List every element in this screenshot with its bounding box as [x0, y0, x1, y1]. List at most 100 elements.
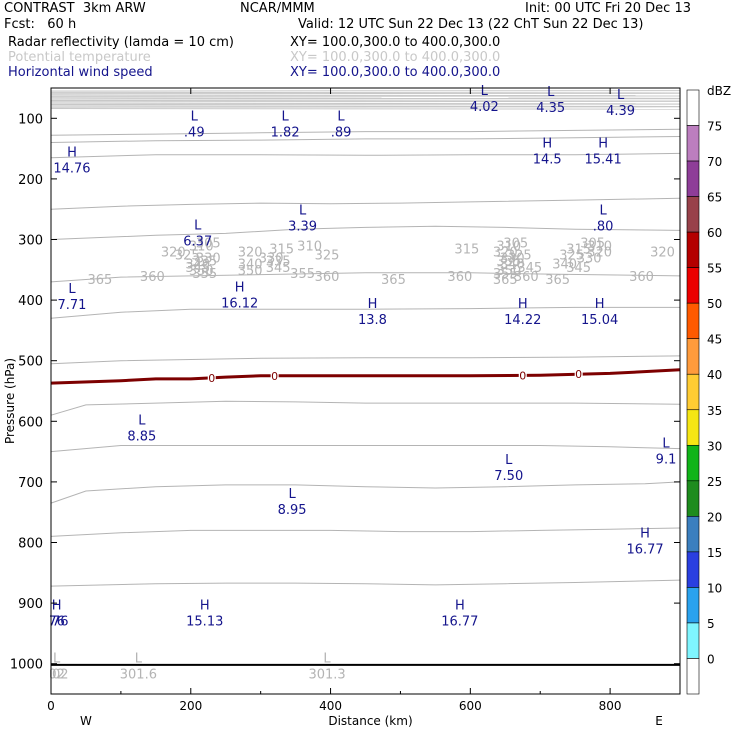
wind-extremum-value: 301.3	[308, 668, 345, 683]
theta-contour-label: 310	[587, 240, 612, 255]
colorbar-swatch	[686, 89, 700, 126]
theta-contour	[50, 445, 681, 453]
theta-contour-label: 320	[493, 246, 518, 261]
theta-contour-label: 330	[500, 252, 525, 267]
x-tick-label: 600	[459, 699, 482, 713]
theta-contour	[50, 400, 681, 416]
theta-contour-label: 305	[196, 237, 221, 252]
colorbar-swatch	[686, 480, 700, 517]
init-time: Init: 00 UTC Fri 20 Dec 13	[525, 1, 691, 16]
wind-extremum-value: 15.04	[581, 313, 618, 328]
theta-contour-label: 360	[140, 270, 165, 285]
colorbar-tick-label: 30	[707, 439, 722, 453]
wind-extremum-marker: L	[299, 203, 307, 218]
colorbar-tick-label: 15	[707, 546, 722, 560]
theta-contour	[50, 225, 681, 240]
wind-extremum-value: 16.77	[626, 542, 663, 557]
valid-time: Valid: 12 UTC Sun 22 Dec 13 (22 ChT Sun …	[298, 17, 644, 32]
theta-contour-label: 315	[454, 243, 479, 258]
field-label-reflectivity: Radar reflectivity (lamda = 10 cm)	[8, 35, 234, 50]
wind-extremum-value: 4.35	[536, 101, 565, 116]
wind-extremum-marker: L	[135, 652, 143, 667]
theta-contour-label: 345	[517, 261, 542, 276]
wind-extremum-value: 8.85	[127, 430, 156, 445]
theta-contour	[50, 136, 681, 143]
theta-contour-label: 335	[192, 255, 217, 270]
theta-contour-label: 340	[238, 258, 263, 273]
wind-extremum-value: 14.5	[533, 153, 562, 168]
wind-extremum-value: .49	[184, 125, 205, 140]
wind-extremum-value: 8.95	[278, 503, 307, 518]
wind-extremum-value: .80	[593, 219, 614, 234]
wind-extremum-value: 7.50	[494, 469, 523, 484]
forecast-hour: Fcst: 60 h	[4, 17, 77, 32]
theta-contour-label: 320	[650, 246, 675, 261]
wind-extremum-marker: L	[547, 85, 555, 100]
field-xy-theta: XY= 100.0,300.0 to 400.0,300.0	[290, 50, 501, 65]
theta-contour-upper	[50, 97, 681, 99]
colorbar-tick-label: 0	[707, 652, 715, 666]
y-tick-label: 400	[18, 294, 43, 309]
theta-contour-upper	[50, 105, 681, 107]
colorbar-tick-label: 45	[707, 333, 722, 347]
colorbar-swatch	[686, 373, 700, 411]
wind-extremum-value: 4.02	[470, 100, 499, 115]
theta-contour-upper	[50, 99, 681, 102]
colorbar-swatch	[686, 587, 700, 624]
y-tick-label: 500	[18, 355, 43, 370]
wind-extremum-value: 14.22	[504, 313, 541, 328]
wind-extremum-value: 4.39	[606, 104, 635, 119]
colorbar-swatch	[686, 302, 700, 340]
theta-contour-label: 310	[496, 240, 521, 255]
theta-contour-label: 345	[566, 261, 591, 276]
wind-extremum-marker: L	[599, 203, 607, 218]
colorbar-tick-label: 65	[707, 191, 722, 205]
colorbar-swatch	[686, 444, 700, 482]
wind-extremum-marker: H	[455, 598, 465, 613]
colorbar-tick-label: 10	[707, 581, 722, 595]
theta-contour	[50, 306, 680, 319]
reflectivity-label-bg	[207, 371, 216, 383]
wind-extremum-value: 6.37	[183, 234, 212, 249]
colorbar-swatch	[686, 622, 700, 659]
theta-contour-label: 340	[552, 258, 577, 273]
colorbar-tick-label: 50	[707, 297, 722, 311]
wind-extremum-value: 14.76	[53, 162, 90, 177]
colorbar-tick-label: 5	[707, 617, 715, 631]
theta-contour-label: 365	[493, 273, 518, 288]
wind-extremum-value: 15.41	[585, 153, 622, 168]
colorbar-swatch	[686, 338, 700, 375]
theta-contour-label: 325	[175, 249, 200, 264]
colorbar-swatch	[686, 551, 700, 588]
y-axis-label: Pressure (hPa)	[3, 358, 17, 444]
theta-contour-label: 340	[500, 258, 525, 273]
theta-contour-label: 310	[189, 240, 214, 255]
wind-extremum-marker: L	[617, 88, 625, 103]
reflectivity-contour-label: 0	[271, 370, 278, 383]
theta-contour-label: 320	[238, 246, 263, 261]
theta-contour	[50, 272, 681, 283]
wind-extremum-marker: H	[595, 297, 605, 312]
wind-extremum-value: 1.82	[271, 125, 300, 140]
wind-extremum-edge-value: 76	[52, 614, 69, 629]
wind-extremum-value: 301.6	[120, 668, 157, 683]
model-source: NCAR/MMM	[240, 1, 315, 16]
wind-extremum-value: 3.39	[288, 219, 317, 234]
wind-extremum-marker: L	[662, 437, 670, 452]
colorbar-tick-label: 20	[707, 510, 722, 524]
wind-extremum-value: 16.12	[221, 296, 258, 311]
y-tick-label: 900	[18, 597, 43, 612]
theta-contour-label: 320	[161, 246, 186, 261]
wind-extremum-marker: L	[505, 453, 513, 468]
theta-contour-label: 315	[566, 243, 591, 258]
theta-contour-label: 335	[266, 255, 291, 270]
colorbar-tick-label: 55	[707, 262, 722, 276]
theta-contour-label: 365	[545, 273, 570, 288]
wind-extremum-marker: L	[53, 652, 61, 667]
colorbar-swatch	[686, 516, 700, 553]
colorbar-tick-label: 35	[707, 404, 722, 418]
theta-contour	[50, 197, 681, 210]
theta-contour	[50, 481, 681, 504]
theta-contour-label: 310	[297, 240, 322, 255]
